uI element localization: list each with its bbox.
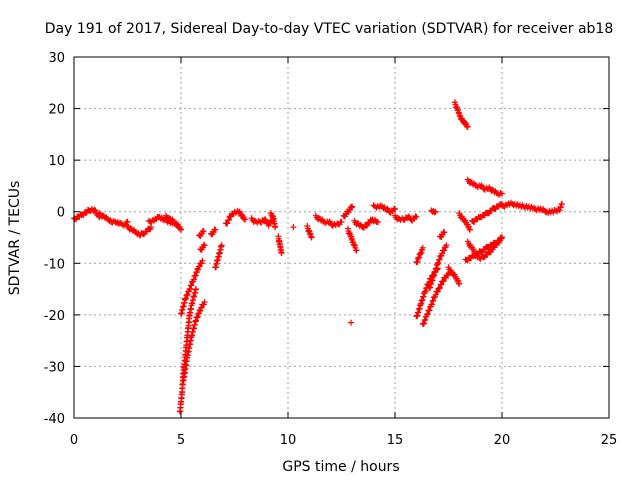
y-tick-label: -20 bbox=[44, 309, 65, 324]
data-point bbox=[187, 285, 194, 292]
data-point bbox=[426, 307, 433, 314]
data-point bbox=[349, 203, 356, 210]
data-point bbox=[177, 225, 184, 232]
data-point bbox=[413, 213, 420, 220]
data-point bbox=[200, 228, 207, 235]
data-point bbox=[478, 249, 485, 256]
data-point bbox=[194, 313, 201, 320]
y-tick-label: 30 bbox=[48, 51, 65, 66]
data-point bbox=[242, 216, 249, 223]
data-point bbox=[201, 298, 208, 305]
data-point bbox=[290, 224, 297, 231]
x-tick-label: 0 bbox=[70, 433, 78, 448]
data-point bbox=[440, 278, 447, 285]
y-axis-label: SDTVAR / TECUs bbox=[7, 181, 23, 296]
data-point bbox=[190, 276, 197, 283]
data-point bbox=[192, 272, 199, 279]
data-points bbox=[71, 99, 565, 415]
data-point bbox=[392, 206, 398, 213]
data-point bbox=[430, 297, 437, 304]
x-tick-label: 15 bbox=[387, 433, 404, 448]
y-tick-label: 10 bbox=[48, 154, 65, 169]
data-point bbox=[348, 204, 355, 211]
axis-ticks: 0 5 10 15 20 25 -40 -30 -20 -10 0 10 20 30 bbox=[44, 51, 618, 448]
data-point bbox=[338, 219, 345, 226]
data-point bbox=[198, 304, 205, 311]
data-point bbox=[178, 226, 184, 233]
data-point bbox=[182, 295, 189, 302]
x-tick-label: 20 bbox=[494, 433, 511, 448]
data-point bbox=[212, 226, 219, 233]
data-point bbox=[140, 231, 147, 238]
data-point bbox=[422, 288, 429, 295]
data-point bbox=[422, 316, 429, 323]
data-point bbox=[308, 234, 315, 241]
data-point bbox=[199, 257, 206, 264]
data-point bbox=[374, 219, 381, 226]
data-point bbox=[192, 317, 199, 324]
y-tick-label: 20 bbox=[48, 103, 65, 118]
chart-title: Day 191 of 2017, Sidereal Day-to-day VTE… bbox=[45, 21, 614, 37]
x-tick-label: 10 bbox=[280, 433, 297, 448]
plot-frame bbox=[73, 56, 610, 419]
data-point bbox=[438, 281, 445, 288]
data-point bbox=[436, 285, 443, 292]
data-point bbox=[498, 235, 505, 242]
data-point bbox=[192, 286, 199, 293]
data-point bbox=[82, 209, 89, 216]
x-tick-label: 25 bbox=[601, 433, 618, 448]
data-point bbox=[432, 208, 439, 215]
data-point bbox=[196, 263, 203, 270]
data-point bbox=[436, 284, 443, 291]
data-point bbox=[272, 224, 279, 231]
data-point bbox=[441, 247, 448, 254]
x-axis-label: GPS time / hours bbox=[282, 459, 399, 475]
data-point bbox=[353, 247, 360, 254]
data-point bbox=[197, 307, 204, 314]
data-point bbox=[499, 234, 505, 241]
y-tick-label: 0 bbox=[57, 206, 65, 221]
y-tick-label: -30 bbox=[44, 360, 65, 375]
data-point bbox=[195, 266, 202, 273]
data-point bbox=[225, 217, 232, 224]
data-point bbox=[441, 229, 448, 236]
data-point bbox=[499, 190, 505, 197]
data-point bbox=[474, 251, 481, 258]
data-point bbox=[480, 254, 487, 261]
data-point bbox=[218, 242, 225, 249]
data-point bbox=[456, 280, 463, 287]
x-tick-label: 5 bbox=[177, 433, 185, 448]
data-point bbox=[421, 320, 428, 327]
data-point bbox=[439, 250, 446, 257]
data-point bbox=[480, 212, 487, 219]
data-point bbox=[466, 226, 473, 233]
data-point bbox=[428, 301, 435, 308]
y-tick-label: -10 bbox=[44, 257, 65, 272]
data-point bbox=[201, 242, 208, 249]
data-point bbox=[419, 244, 426, 251]
data-point bbox=[435, 260, 442, 267]
data-point bbox=[434, 288, 441, 295]
data-point bbox=[443, 242, 450, 249]
data-point bbox=[363, 222, 370, 229]
data-point bbox=[278, 249, 285, 256]
data-point bbox=[436, 256, 443, 263]
data-point bbox=[224, 220, 231, 227]
y-tick-label: -40 bbox=[44, 412, 65, 427]
data-point bbox=[348, 319, 355, 326]
grid-layer bbox=[74, 57, 609, 418]
data-point bbox=[464, 123, 471, 130]
data-point bbox=[558, 200, 565, 207]
data-point bbox=[188, 282, 195, 289]
data-point bbox=[485, 210, 492, 217]
data-point bbox=[424, 310, 431, 317]
data-point bbox=[432, 291, 439, 298]
data-point bbox=[184, 291, 191, 298]
